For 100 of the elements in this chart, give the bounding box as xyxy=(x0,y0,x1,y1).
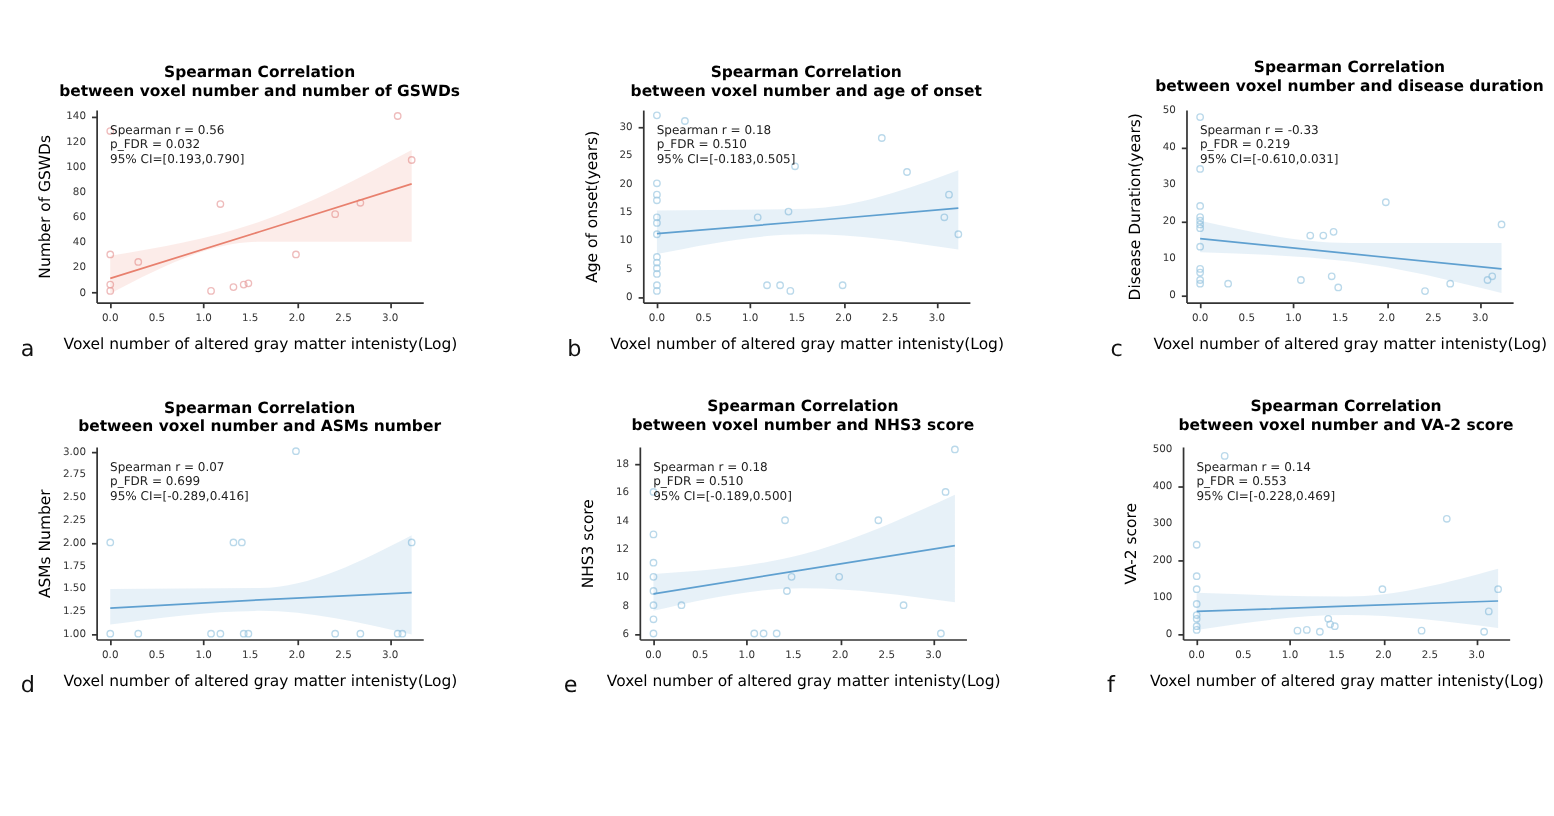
point xyxy=(649,601,658,610)
point xyxy=(649,587,658,595)
point xyxy=(1196,242,1205,251)
point xyxy=(1488,272,1497,281)
point xyxy=(903,168,911,176)
point xyxy=(1192,540,1201,549)
point xyxy=(1329,227,1338,236)
point xyxy=(1421,287,1429,296)
point xyxy=(653,219,661,227)
point xyxy=(393,112,402,120)
point xyxy=(239,629,248,638)
point xyxy=(677,601,686,610)
point xyxy=(653,281,661,290)
point xyxy=(954,230,963,239)
point xyxy=(356,198,365,207)
point xyxy=(239,280,248,289)
chart-title: Spearman Correlation between voxel number and disease duration xyxy=(1155,57,1544,95)
x-axis-title: Voxel number of altered gray matter intenisty(Log) xyxy=(63,671,458,690)
point xyxy=(1319,231,1328,240)
point xyxy=(1196,268,1205,277)
point xyxy=(1330,622,1339,631)
point xyxy=(1220,451,1229,460)
point xyxy=(1378,585,1387,594)
y-axis-title: ASMs Number xyxy=(35,487,54,599)
text: c xyxy=(1110,335,1123,362)
point xyxy=(1297,276,1305,284)
point xyxy=(1302,626,1311,634)
point xyxy=(1196,216,1205,225)
point xyxy=(393,629,402,638)
point xyxy=(649,530,658,539)
text: b xyxy=(567,335,582,362)
point xyxy=(945,190,953,199)
point xyxy=(407,156,416,164)
y-axis-title: Age of onset(years) xyxy=(582,130,601,283)
point xyxy=(649,572,658,581)
point xyxy=(941,488,950,496)
chart-title: Spearman Correlation between voxel number and number of GSWDs xyxy=(59,63,461,100)
point xyxy=(653,190,661,199)
x-axis-title: Voxel number of altered gray matter intenisty(Log) xyxy=(606,671,1001,690)
point xyxy=(1293,626,1302,635)
point xyxy=(653,287,661,295)
point xyxy=(653,179,661,188)
x-axis-title: Voxel number of altered gray matter intenisty(Log) xyxy=(610,334,1004,353)
chart-title: Spearman Correlation between voxel number and ASMs number xyxy=(78,398,442,436)
point xyxy=(874,516,883,525)
point xyxy=(1480,627,1489,636)
chart-title: Spearman Correlation between voxel number and NHS3 score xyxy=(631,396,975,434)
point xyxy=(653,230,661,239)
point xyxy=(216,629,225,638)
point xyxy=(356,629,365,638)
point xyxy=(649,615,658,624)
point xyxy=(783,587,791,595)
point xyxy=(899,601,908,610)
point xyxy=(216,200,225,208)
text: e xyxy=(563,672,578,699)
y-axis-title: VA-2 score xyxy=(1122,502,1141,585)
point xyxy=(763,281,771,290)
point xyxy=(940,213,949,222)
point xyxy=(681,117,689,125)
point xyxy=(1381,198,1390,207)
point xyxy=(106,280,115,289)
point xyxy=(1327,272,1336,281)
point xyxy=(1192,585,1201,594)
point xyxy=(653,253,661,261)
point xyxy=(1196,220,1205,229)
point xyxy=(653,196,661,205)
point xyxy=(1196,165,1205,173)
point xyxy=(653,264,661,273)
point xyxy=(649,629,658,638)
point xyxy=(1196,265,1205,273)
point xyxy=(134,629,143,638)
y-axis-title: NHS3 score xyxy=(579,498,598,589)
point xyxy=(331,210,340,219)
point xyxy=(134,258,143,266)
point xyxy=(229,538,238,547)
text: d xyxy=(20,672,35,699)
point xyxy=(1192,611,1201,619)
point xyxy=(398,629,407,638)
chart-title: Spearman Correlation between voxel number and VA-2 score xyxy=(1178,396,1514,434)
chart-title: Spearman Correlation between voxel number and age of onset xyxy=(630,62,983,100)
point xyxy=(776,281,784,290)
point xyxy=(653,270,661,278)
point xyxy=(786,287,795,295)
point xyxy=(1334,283,1343,292)
point xyxy=(649,558,658,567)
point xyxy=(1196,213,1205,221)
point xyxy=(1324,614,1333,623)
point xyxy=(106,538,115,547)
y-axis-title: Disease Duration(years) xyxy=(1125,113,1144,301)
point xyxy=(1192,614,1201,623)
y-axis-title: Number of GSWDs xyxy=(35,134,54,279)
point xyxy=(244,629,253,638)
x-axis-title: Voxel number of altered gray matter intenisty(Log) xyxy=(1150,671,1544,690)
point xyxy=(1306,231,1315,240)
text: a xyxy=(20,335,35,362)
point xyxy=(1442,514,1451,523)
point xyxy=(1483,276,1492,284)
point xyxy=(244,279,253,288)
point xyxy=(106,250,115,259)
point xyxy=(653,258,661,267)
